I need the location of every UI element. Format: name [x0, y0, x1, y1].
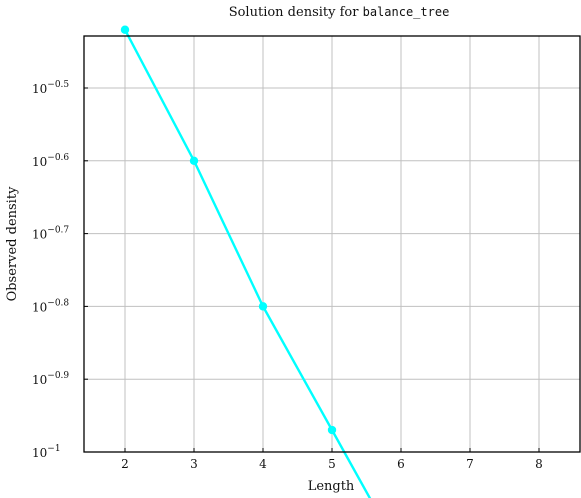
y-tick-label: 10−1: [32, 444, 61, 460]
x-tick-label: 8: [535, 457, 543, 471]
x-tick-label: 7: [466, 457, 474, 471]
grid: [84, 36, 580, 453]
chart-title: Solution density for balance_tree: [229, 5, 450, 20]
x-tick-label: 2: [121, 457, 129, 471]
y-tick-label: 10−0.8: [32, 298, 69, 314]
y-tick-labels: 10−0.5 10−0.6 10−0.7 10−0.8 10−0.9 10−1: [32, 80, 69, 460]
x-tick-label: 3: [190, 457, 198, 471]
series-points: [120, 25, 337, 435]
plot-frame: [83, 35, 581, 453]
y-tick-label: 10−0.5: [32, 80, 69, 96]
data-point: [258, 302, 268, 311]
y-tick-label: 10−0.9: [32, 371, 69, 387]
data-point: [189, 156, 199, 165]
y-axis-label: Observed density: [5, 186, 20, 301]
chart-title-code: balance_tree: [363, 5, 450, 19]
x-tick-labels: 2 3 4 5 6 7 8: [121, 457, 543, 471]
y-tick-label: 10−0.7: [32, 226, 69, 242]
x-tick-label: 4: [259, 457, 267, 471]
x-tick-label: 6: [397, 457, 405, 471]
y-tick-label: 10−0.6: [32, 153, 69, 169]
chart-title-prefix: Solution density for: [229, 5, 363, 20]
data-point: [120, 25, 130, 34]
x-axis-label: Length: [308, 479, 355, 494]
x-tick-label: 5: [328, 457, 336, 471]
data-point: [327, 425, 337, 435]
